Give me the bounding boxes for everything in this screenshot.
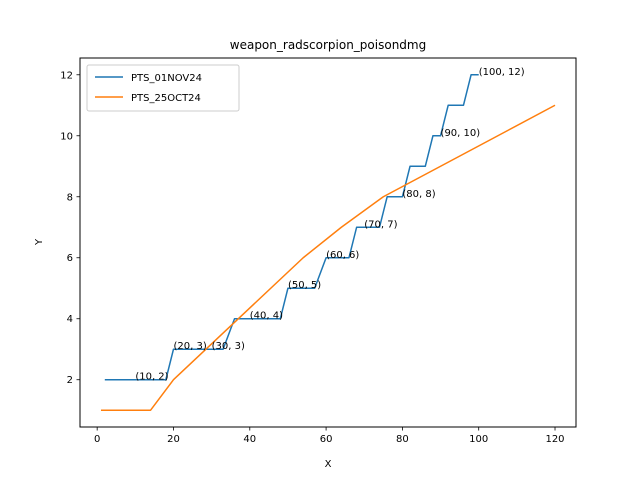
annotation-label: (90, 10) xyxy=(441,128,481,139)
plot-area: (10, 2) (20, 3) (30, 3) (40, 4) (50, 5) (60, … xyxy=(100,67,556,411)
legend-entry-label: PTS_01NOV24 xyxy=(131,73,202,84)
x-tick-label: 100 xyxy=(469,434,488,445)
x-tick-label: 20 xyxy=(167,434,180,445)
y-tick-label: 2 xyxy=(67,375,73,386)
annotation-label: (100, 12) xyxy=(479,67,525,78)
y-tick-label: 8 xyxy=(67,192,73,203)
y-axis-label: Y xyxy=(34,238,45,246)
axes-frame xyxy=(79,57,577,428)
annotation-label: (40, 4) xyxy=(250,311,283,322)
legend-box xyxy=(86,64,240,112)
series-line-1 xyxy=(104,74,479,381)
annotation-label: (60, 6) xyxy=(326,250,359,261)
x-tick-label: 0 xyxy=(94,434,100,445)
x-tick-label: 60 xyxy=(320,434,333,445)
x-tick-label: 40 xyxy=(243,434,256,445)
annotation-label: (20, 3) xyxy=(173,341,206,352)
x-tick-label: 120 xyxy=(545,434,564,445)
legend: PTS_01NOV24 PTS_25OCT24 xyxy=(86,64,240,112)
y-tick-label: 6 xyxy=(67,253,73,264)
y-tick-label: 12 xyxy=(60,70,73,81)
y-tick-label: 10 xyxy=(60,131,73,142)
annotation-label: (80, 8) xyxy=(402,189,435,200)
annotation-label: (50, 5) xyxy=(288,280,321,291)
annotation-label: (30, 3) xyxy=(212,341,245,352)
legend-entry-label: PTS_25OCT24 xyxy=(131,93,201,104)
y-axis: 2 4 6 8 10 12 xyxy=(60,70,80,386)
x-axis-label: X xyxy=(325,459,332,470)
series-line-2 xyxy=(100,104,556,411)
y-tick-label: 4 xyxy=(67,314,73,325)
chart-title: weapon_radscorpion_poisondmg xyxy=(230,38,426,52)
annotation-label: (10, 2) xyxy=(135,372,168,383)
x-tick-label: 80 xyxy=(396,434,409,445)
x-axis: 0 20 40 60 80 100 120 xyxy=(94,427,565,445)
annotation-label: (70, 7) xyxy=(364,219,397,230)
